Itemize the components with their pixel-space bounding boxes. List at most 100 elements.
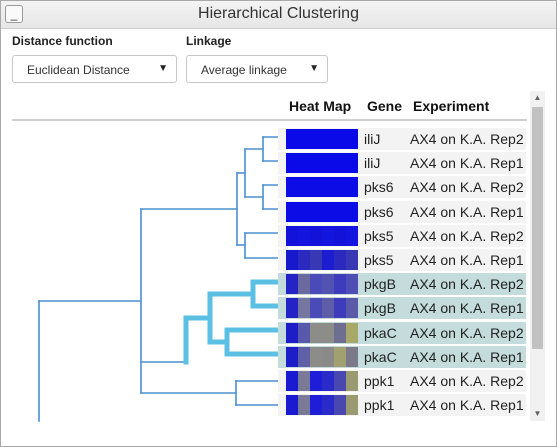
chevron-down-icon: ▼ (158, 63, 168, 74)
heat-map-segment (298, 129, 310, 149)
gene-column-header[interactable]: Gene (367, 98, 403, 114)
distance-function-select[interactable]: Euclidean Distance ▼ (12, 55, 177, 83)
heat-map-segment (298, 395, 310, 415)
scroll-thumb[interactable] (532, 107, 543, 349)
heat-map-segment (346, 371, 358, 391)
heat-map-segment (346, 298, 358, 318)
heat-map-segment (334, 323, 346, 343)
heat-map-segment (346, 323, 358, 343)
heat-map-segment (286, 250, 298, 270)
minimize-button[interactable]: _ (5, 5, 23, 23)
heat-map-segment (322, 177, 334, 197)
heat-map-segment (322, 347, 334, 367)
heat-map-segment (310, 347, 322, 367)
cluster-row[interactable]: pks6 AX4 on K.A. Rep1 (278, 201, 526, 223)
heat-map-cell (286, 395, 358, 415)
cluster-row[interactable]: pks6 AX4 on K.A. Rep2 (278, 176, 526, 198)
heat-map-segment (310, 298, 322, 318)
heat-map-segment (310, 153, 322, 173)
heat-map-segment (334, 153, 346, 173)
experiment-label: AX4 on K.A. Rep2 (410, 228, 524, 244)
linkage-label: Linkage (186, 34, 232, 48)
gene-label: iliJ (364, 131, 381, 147)
heat-map-segment (298, 323, 310, 343)
linkage-value: Average linkage (201, 63, 287, 77)
heat-map-segment (286, 129, 298, 149)
heat-map-segment (334, 298, 346, 318)
experiment-label: AX4 on K.A. Rep1 (410, 252, 524, 268)
heat-map-segment (298, 371, 310, 391)
cluster-row[interactable]: ppk1 AX4 on K.A. Rep2 (278, 370, 526, 392)
heat-map-cell (286, 153, 358, 173)
vertical-scrollbar[interactable]: ▲ ▼ (530, 91, 545, 421)
title-bar: _ Hierarchical Clustering (1, 1, 556, 29)
heat-map-segment (346, 177, 358, 197)
heat-map-segment (334, 226, 346, 246)
heat-map-segment (286, 226, 298, 246)
heat-map-segment (334, 177, 346, 197)
chevron-down-icon: ▼ (309, 63, 319, 74)
heat-map-segment (322, 323, 334, 343)
scroll-up-icon[interactable]: ▲ (533, 93, 542, 102)
experiment-column-header[interactable]: Experiment (413, 98, 490, 114)
cluster-row[interactable]: iliJ AX4 on K.A. Rep2 (278, 128, 526, 150)
gene-label: pkaC (364, 325, 397, 341)
heat-map-segment (298, 202, 310, 222)
cluster-row[interactable]: pkaC AX4 on K.A. Rep1 (278, 346, 526, 368)
heat-map-segment (346, 347, 358, 367)
heat-map-segment (310, 177, 322, 197)
heat-map-segment (298, 274, 310, 294)
heat-map-cell (286, 250, 358, 270)
cluster-row[interactable]: iliJ AX4 on K.A. Rep1 (278, 152, 526, 174)
gene-label: pks5 (364, 252, 394, 268)
heat-map-segment (334, 202, 346, 222)
heat-map-segment (346, 129, 358, 149)
heat-map-cell (286, 347, 358, 367)
heat-map-column-header[interactable]: Heat Map (289, 98, 352, 114)
cluster-row[interactable]: pkaC AX4 on K.A. Rep2 (278, 322, 526, 344)
cluster-row[interactable]: pkgB AX4 on K.A. Rep1 (278, 297, 526, 319)
heat-map-segment (346, 274, 358, 294)
scroll-down-icon[interactable]: ▼ (533, 409, 542, 418)
heat-map-segment (298, 226, 310, 246)
experiment-label: AX4 on K.A. Rep2 (410, 276, 524, 292)
cluster-row[interactable]: pks5 AX4 on K.A. Rep1 (278, 249, 526, 271)
gene-label: iliJ (364, 155, 381, 171)
heat-map-segment (298, 177, 310, 197)
heat-map-segment (310, 371, 322, 391)
heat-map-segment (334, 274, 346, 294)
heat-map-segment (310, 129, 322, 149)
distance-function-label: Distance function (12, 34, 113, 48)
heat-map-segment (286, 153, 298, 173)
heat-map-segment (286, 347, 298, 367)
linkage-select[interactable]: Average linkage ▼ (186, 55, 328, 83)
cluster-row[interactable]: pks5 AX4 on K.A. Rep2 (278, 225, 526, 247)
gene-label: pks6 (364, 179, 394, 195)
heat-map-segment (334, 129, 346, 149)
gene-label: pkgB (364, 300, 396, 316)
experiment-label: AX4 on K.A. Rep1 (410, 300, 524, 316)
gene-label: pks6 (364, 204, 394, 220)
heat-map-segment (322, 226, 334, 246)
heat-map-segment (310, 323, 322, 343)
heat-map-segment (322, 298, 334, 318)
heat-map-segment (286, 202, 298, 222)
heat-map-segment (286, 274, 298, 294)
heat-map-segment (322, 274, 334, 294)
experiment-label: AX4 on K.A. Rep1 (410, 155, 524, 171)
cluster-row[interactable]: ppk1 AX4 on K.A. Rep1 (278, 394, 526, 416)
gene-label: ppk1 (364, 373, 395, 389)
heat-map-segment (322, 250, 334, 270)
heat-map-segment (286, 395, 298, 415)
heat-map-segment (310, 202, 322, 222)
experiment-label: AX4 on K.A. Rep1 (410, 349, 524, 365)
cluster-row[interactable]: pkgB AX4 on K.A. Rep2 (278, 273, 526, 295)
heat-map-segment (346, 226, 358, 246)
heat-map-segment (310, 274, 322, 294)
heat-map-segment (334, 395, 346, 415)
heat-map-cell (286, 129, 358, 149)
heat-map-segment (322, 202, 334, 222)
experiment-label: AX4 on K.A. Rep1 (410, 397, 524, 413)
